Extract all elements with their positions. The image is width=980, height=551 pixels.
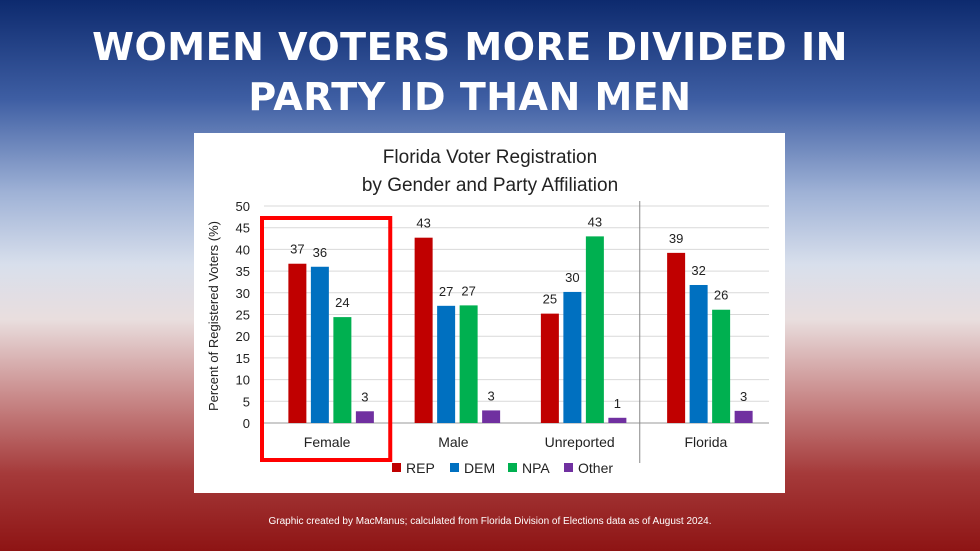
data-label: 3 — [361, 389, 368, 404]
data-label: 1 — [614, 396, 621, 411]
y-tick-label: 45 — [236, 221, 250, 236]
headline-line-2: PARTY ID THAN MEN — [248, 75, 692, 119]
y-tick-label: 30 — [236, 286, 250, 301]
category-label-female: Female — [304, 434, 351, 450]
bar-npa-male — [459, 305, 478, 423]
bar-chart: 0 5 10 15 20 25 30 35 40 45 50 37 36 24 3 43 27 27 3 25 30 4… — [206, 147, 769, 476]
legend-swatch-npa — [508, 463, 517, 472]
data-label: 26 — [714, 288, 728, 303]
legend-swatch-other — [564, 463, 573, 472]
data-label: 27 — [439, 284, 453, 299]
bar-dem-male — [437, 305, 456, 423]
bar-dem-florida — [689, 284, 708, 423]
y-tick-label: 0 — [243, 416, 250, 431]
data-label: 3 — [488, 388, 495, 403]
category-label-unreported: Unreported — [545, 434, 615, 450]
bars — [288, 236, 753, 423]
data-labels: 37 36 24 3 43 27 27 3 25 30 43 1 39 32 26 3 — [290, 214, 747, 410]
legend-label-npa: NPA — [522, 460, 550, 476]
legend-swatch-dem — [450, 463, 459, 472]
headline: WOMEN VOTERS MORE DIVIDED IN PARTY ID TH… — [0, 22, 940, 122]
legend-label-dem: DEM — [464, 460, 495, 476]
bar-npa-florida — [712, 309, 731, 423]
data-label: 36 — [313, 245, 327, 260]
y-tick-label: 50 — [236, 199, 250, 214]
bar-other-male — [482, 410, 501, 423]
data-label: 43 — [588, 214, 602, 229]
y-tick-label: 35 — [236, 264, 250, 279]
legend-label-rep: REP — [406, 460, 435, 476]
category-label-male: Male — [438, 434, 469, 450]
data-label: 43 — [416, 216, 430, 231]
data-label: 39 — [669, 231, 683, 246]
bar-npa-female — [333, 317, 352, 423]
bar-dem-female — [310, 266, 329, 423]
y-tick-label: 10 — [236, 373, 250, 388]
data-label: 24 — [335, 295, 349, 310]
bar-rep-female — [288, 263, 307, 423]
category-label-florida: Florida — [684, 434, 727, 450]
y-tick-label: 5 — [243, 394, 250, 409]
female-highlight-box — [260, 216, 393, 462]
y-tick-label: 20 — [236, 329, 250, 344]
chart-title-line-1: Florida Voter Registration — [383, 147, 597, 168]
data-label: 30 — [565, 270, 579, 285]
chart-panel: 0 5 10 15 20 25 30 35 40 45 50 37 36 24 3 43 27 27 3 25 30 4… — [194, 133, 785, 493]
data-label: 3 — [740, 389, 747, 404]
category-labels: Female Male Unreported Florida — [304, 434, 728, 450]
bar-rep-unreported — [540, 313, 559, 423]
bar-other-florida — [734, 410, 753, 423]
legend-label-other: Other — [578, 460, 613, 476]
y-tick-label: 25 — [236, 308, 250, 323]
bar-npa-unreported — [585, 236, 604, 423]
data-label: 37 — [290, 242, 304, 257]
bar-dem-unreported — [563, 291, 582, 423]
axes: 0 5 10 15 20 25 30 35 40 45 50 — [236, 199, 641, 463]
legend-swatch-rep — [392, 463, 401, 472]
bar-other-unreported — [608, 417, 627, 423]
source-credit: Graphic created by MacManus; calculated … — [268, 516, 712, 527]
y-tick-label: 15 — [236, 351, 250, 366]
y-tick-label: 40 — [236, 242, 250, 257]
headline-line-1: WOMEN VOTERS MORE DIVIDED IN — [92, 25, 848, 69]
bar-rep-florida — [667, 252, 686, 423]
chart-title-line-2: by Gender and Party Affiliation — [362, 175, 618, 196]
bar-rep-male — [414, 237, 433, 423]
data-label: 27 — [461, 283, 475, 298]
bar-other-female — [355, 411, 374, 423]
data-label: 25 — [543, 292, 557, 307]
y-axis-label: Percent of Registered Voters (%) — [206, 221, 221, 411]
data-label: 32 — [691, 263, 705, 278]
legend: REP DEM NPA Other — [392, 460, 613, 476]
